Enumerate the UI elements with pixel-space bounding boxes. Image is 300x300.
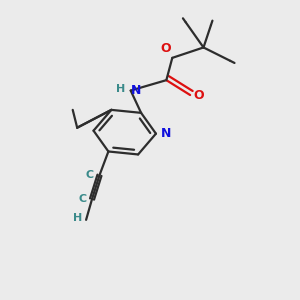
Text: H: H	[116, 84, 125, 94]
Text: C: C	[86, 170, 94, 180]
Text: O: O	[160, 43, 171, 56]
Text: N: N	[161, 127, 172, 140]
Text: H: H	[73, 213, 83, 224]
Text: O: O	[194, 88, 204, 101]
Text: C: C	[79, 194, 87, 204]
Text: N: N	[131, 84, 142, 97]
